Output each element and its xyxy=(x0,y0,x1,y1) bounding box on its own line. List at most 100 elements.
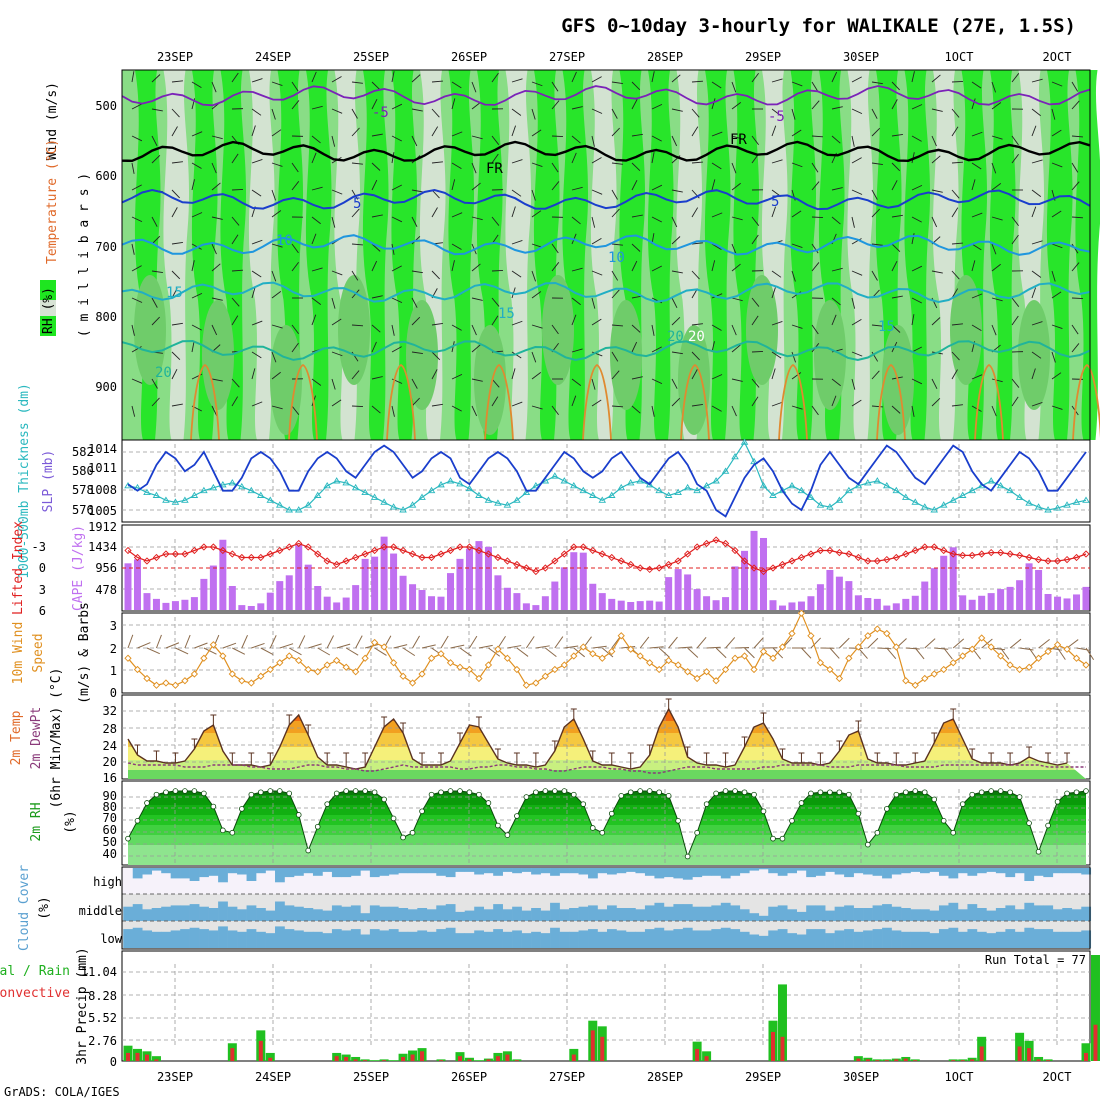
precip-conv-bar xyxy=(866,1059,870,1061)
rh2m-panel: 90 80 70 60 50 40 2m RH (%) xyxy=(29,781,1090,865)
cape-bar xyxy=(570,552,577,610)
cape-bar xyxy=(627,602,634,610)
cape-bar xyxy=(646,601,653,610)
cape-bar xyxy=(210,566,217,610)
cloud-low-bar xyxy=(911,932,921,948)
rh2m-marker xyxy=(382,797,387,802)
cape-bar xyxy=(447,573,454,610)
cloud-level-low: low xyxy=(100,932,122,946)
cloud-high-bar xyxy=(171,868,181,878)
rh2m-marker xyxy=(856,811,861,816)
wind-barb xyxy=(1072,298,1083,299)
precip-conv-bar xyxy=(591,1030,595,1061)
cloud-high-bar xyxy=(190,868,200,881)
precip-tick: 8.28 xyxy=(88,989,117,1003)
precip-total-bar xyxy=(389,1060,398,1061)
cloud-mid-bar xyxy=(152,908,162,921)
cloud-panel: high middle low Cloud Cover (%) xyxy=(17,865,1091,951)
li-tick: 3 xyxy=(39,583,46,597)
precip-conv-bar xyxy=(354,1059,358,1061)
rh2m-marker xyxy=(799,801,804,806)
cloud-low-bar xyxy=(332,929,342,948)
cloud-low-bar xyxy=(218,926,228,948)
cape-bar xyxy=(817,584,824,610)
precip-conv-bar xyxy=(885,1060,889,1061)
precip-conv-bar xyxy=(600,1037,604,1061)
cloud-mid-bar xyxy=(474,907,484,921)
cloud-mid-bar xyxy=(844,905,854,921)
cape-bar xyxy=(1045,594,1052,610)
temp-ticks: 32 28 24 20 16 xyxy=(103,704,117,785)
cloud-high-bar xyxy=(958,868,968,873)
isotherm-label: 10 xyxy=(608,250,625,266)
cape-tick: 1912 xyxy=(88,520,117,534)
cloud-low-bar xyxy=(465,933,475,948)
date-label-bottom: 24SEP xyxy=(255,1070,291,1084)
rh2m-marker xyxy=(514,814,519,819)
cloud-mid-bar xyxy=(683,904,693,921)
date-label-top: 27SEP xyxy=(549,50,585,64)
cloud-mid-bar xyxy=(901,908,911,921)
rh-ylabel-b: (%) xyxy=(63,810,78,833)
cape-bar xyxy=(807,596,814,610)
cape-bar xyxy=(589,584,596,610)
cape-bar xyxy=(684,574,691,610)
precip-ylabel-a: Total / Rain xyxy=(0,964,70,979)
rh2m-marker xyxy=(960,802,965,807)
precip-conv-bar xyxy=(259,1041,263,1061)
cape-bar xyxy=(1016,580,1023,610)
cloud-low-bar xyxy=(133,928,143,948)
cloud-mid-bar xyxy=(882,904,892,921)
cape-bar xyxy=(542,596,549,610)
cloud-mid-bar xyxy=(303,908,313,921)
rh2m-marker xyxy=(790,818,795,823)
cloud-low-bar xyxy=(598,932,608,948)
cape-bar xyxy=(172,601,179,610)
cloud-low-bar xyxy=(787,933,797,948)
cloud-mid-bar xyxy=(768,907,778,921)
cloud-mid-bar xyxy=(996,908,1006,921)
cloud-level-middle: middle xyxy=(79,904,122,918)
li-tick: -3 xyxy=(32,540,46,554)
cloud-mid-bar xyxy=(730,905,740,921)
precip-ylabel-b: Convective xyxy=(0,986,70,1001)
cloud-mid-bar xyxy=(389,907,399,921)
cloud-mid-bar xyxy=(702,907,712,921)
cloud-low-bar xyxy=(1024,928,1034,948)
wind-barb xyxy=(812,217,823,218)
cloud-low-bar xyxy=(285,929,295,948)
cape-bar xyxy=(523,603,530,610)
cloud-mid-bar xyxy=(247,905,257,921)
cloud-mid-bar xyxy=(1034,905,1044,921)
cloud-high-bar xyxy=(806,868,816,877)
cloud-high-bar xyxy=(721,868,731,878)
cape-bar xyxy=(855,595,862,610)
cape-ticks: 1912 1434 956 478 xyxy=(88,520,117,597)
temp-ylabel-a: 2m Temp xyxy=(9,710,24,765)
cloud-low-bar xyxy=(190,928,200,948)
cape-bar xyxy=(978,596,985,610)
precip-conv-bar xyxy=(780,1037,784,1061)
isotherm-label: 15 xyxy=(878,319,895,335)
cloud-low-bar xyxy=(123,929,133,948)
cloud-low-bar xyxy=(996,932,1006,948)
rh2m-marker xyxy=(590,826,595,831)
cloud-low-bar xyxy=(721,928,731,948)
rh2m-marker xyxy=(1027,821,1032,826)
cloud-mid-bar xyxy=(1072,909,1082,921)
cloud-high-bar xyxy=(266,868,276,871)
rh2m-marker xyxy=(154,792,159,797)
pressure-tick: 500 xyxy=(95,99,117,113)
cape-bar xyxy=(494,575,501,610)
cloud-high-bar xyxy=(569,868,579,873)
cloud-mid-bar xyxy=(749,913,759,921)
cloud-low-bar xyxy=(892,930,902,948)
rh2m-marker xyxy=(296,812,301,817)
cloud-low-bar xyxy=(161,932,171,948)
cloud-low-bar xyxy=(901,932,911,948)
date-label-bottom: 27SEP xyxy=(549,1070,585,1084)
slp-ylabel: SLP (mb) xyxy=(41,450,56,513)
cloud-mid-bar xyxy=(939,905,949,921)
precip-conv-bar xyxy=(268,1058,272,1061)
rh2m-marker xyxy=(287,791,292,796)
